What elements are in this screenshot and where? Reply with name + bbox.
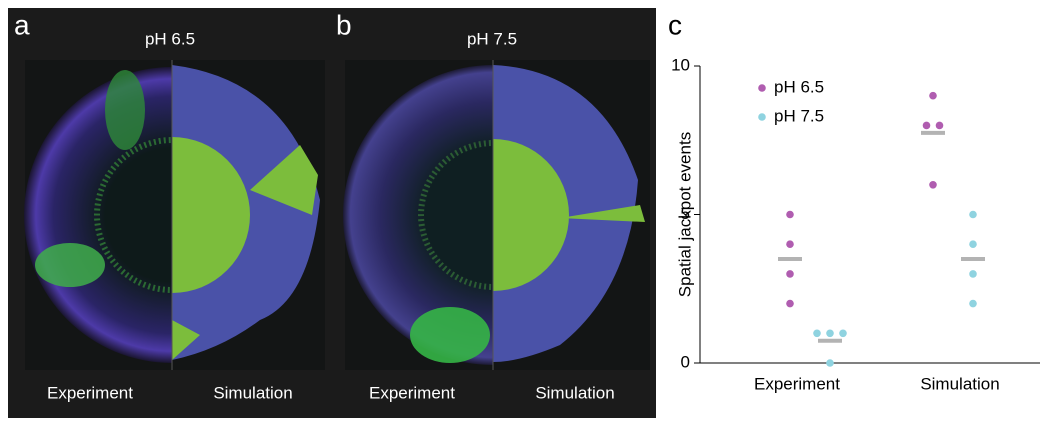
sector [410,307,490,363]
simulation-image [493,65,645,362]
panel-title: pH 6.5 [145,29,195,48]
y-axis-label: Spatial jackpot events [675,132,694,297]
data-point [929,91,937,100]
sector [560,205,645,222]
sector [35,243,105,287]
sector [250,145,318,215]
y-tick-label: 10 [671,55,690,74]
x-tick-label: Experiment [754,374,840,393]
inoculum [493,139,569,291]
panel-letter: b [336,9,352,40]
image-label: Experiment [47,383,133,402]
experiment-image [24,67,172,363]
legend-marker [758,84,766,92]
panel-letter: c [668,9,682,40]
panel-a-image [24,60,325,370]
data-point [826,359,834,367]
panel-title: pH 7.5 [467,29,517,48]
data-point [813,329,821,338]
experiment-image [343,65,493,365]
x-tick-label: Simulation [920,374,999,393]
y-tick-label: 0 [681,352,690,371]
sector [172,320,200,360]
data-point [935,121,944,130]
legend-marker [758,113,766,121]
inoculum [172,137,250,293]
sector [105,70,145,150]
inoculum [418,140,493,290]
data-point [786,210,794,219]
data-point [969,299,977,308]
data-point [969,270,977,278]
legend-label: pH 6.5 [774,77,824,96]
legend-label: pH 7.5 [774,106,824,125]
data-point [969,240,977,248]
inoculum [94,137,172,293]
chart: c 0 5 10 Spatial jackpot events Experiment Sim… [668,9,1040,393]
data-point [839,329,847,338]
data-point [922,121,931,130]
image-label: Simulation [213,383,292,402]
data-point [786,299,794,308]
image-label: Simulation [535,383,614,402]
data-point [786,270,794,278]
panel-labels: a pH 6.5 Experiment Simulation b pH 7.5 Experi… [14,9,615,402]
panel-letter: a [14,9,30,40]
data-point [786,240,794,248]
data-point [826,329,834,338]
y-tick-label: 5 [681,204,690,223]
data-point [969,210,977,219]
image-label: Experiment [369,383,455,402]
panel-b-image [343,60,650,370]
data-point [929,181,937,189]
simulation-image [172,65,320,360]
